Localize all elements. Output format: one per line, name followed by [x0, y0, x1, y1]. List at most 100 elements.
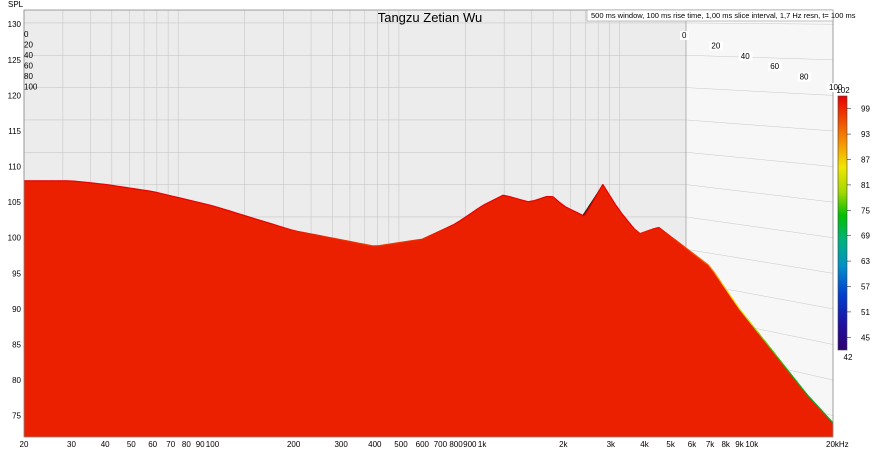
front-slice-segment [664, 231, 672, 238]
time-tick-box [680, 31, 689, 40]
front-slice-segment [148, 190, 155, 193]
time-tick-right: 20 [711, 41, 720, 50]
plot-frame [23, 9, 834, 438]
grid-line-wall [685, 22, 834, 25]
front-slice-segment [782, 363, 790, 373]
front-slice-segment [757, 332, 766, 342]
x-tick-label: 600 [416, 440, 430, 449]
waterfall-slices [23, 180, 834, 438]
time-tick-left: 80 [24, 72, 33, 81]
front-slice-segment [677, 241, 685, 247]
front-slice-segment [695, 255, 703, 261]
time-tick-right: 100 [829, 83, 843, 92]
x-tick-label: 500 [394, 440, 408, 449]
front-slice-segment [751, 324, 759, 334]
x-tick-label: 700 [434, 440, 448, 449]
x-tick-label: 100 [206, 440, 220, 449]
front-slice-segment [166, 194, 174, 197]
y-tick-label: 85 [12, 340, 21, 349]
x-tick-label: 5k [666, 440, 675, 449]
front-slice-segment [216, 206, 224, 210]
time-tick-right: 40 [741, 52, 750, 61]
x-tick-label: 10k [745, 440, 759, 449]
x-axis: 20 30 40 50 60 70 80 90 100 200 300 400 500 600 700 800… [20, 440, 760, 449]
time-tick-left: 40 [24, 51, 33, 60]
front-slice-segment [316, 234, 323, 237]
front-slice-segment [229, 210, 236, 214]
front-slice-segment [191, 200, 199, 203]
front-slice-segment [142, 189, 149, 192]
front-slice-segment [409, 239, 417, 242]
front-slice-segment [266, 221, 274, 225]
x-unit-label: 20kHz [826, 440, 849, 449]
front-slice-segment [708, 264, 716, 274]
colorbar: 102 42 99 93 87 81 75 69 63 57 51 45 [836, 86, 870, 362]
front-slice-segment [552, 196, 560, 203]
info-box [586, 9, 834, 22]
front-slice-segment [534, 197, 541, 202]
front-slice-segment [86, 181, 93, 184]
front-slice-segment [714, 272, 722, 283]
front-slice-segment [198, 201, 205, 205]
grid-line-wall [685, 152, 834, 167]
front-slice-segment [278, 225, 286, 229]
colorbar-tick-label: 93 [861, 130, 870, 139]
front-slice-segment [173, 195, 180, 199]
front-slice-segment [720, 281, 728, 292]
x-tick-label: 50 [127, 440, 136, 449]
front-slice-segment [689, 250, 697, 257]
x-tick-label: 30 [67, 440, 76, 449]
front-slice-segment [254, 217, 261, 222]
time-tick-left: 20 [24, 41, 33, 50]
front-slice-segment [272, 223, 280, 227]
front-slice-segment [652, 226, 659, 230]
time-tick-box [738, 51, 753, 61]
colorbar-tick-label: 45 [861, 333, 870, 342]
front-slice-segment [241, 214, 249, 218]
front-slice-segment [92, 182, 99, 185]
front-slice-segment [608, 193, 616, 205]
y-tick-label: 115 [8, 127, 21, 136]
front-slice-segment [490, 197, 498, 202]
front-slice-segment [801, 387, 809, 397]
front-slice-segment [335, 238, 342, 241]
time-tick-box [797, 72, 812, 82]
front-slice-segment [788, 371, 797, 381]
x-tick-label: 3k [607, 440, 616, 449]
grid-line-wall [685, 249, 834, 274]
front-slice-segment [826, 415, 834, 424]
front-slice-segment [359, 242, 367, 246]
front-slice-segment [210, 204, 218, 208]
front-slice-segment [589, 195, 598, 207]
front-slice-segment [434, 229, 442, 234]
front-slice-segment [291, 229, 298, 233]
grid-line-wall [685, 119, 834, 132]
colorbar-tick-label: 69 [861, 232, 870, 241]
front-slice-segment [135, 188, 143, 191]
front-slice-segment [79, 181, 87, 183]
front-slice-segment [104, 183, 112, 186]
colorbar-bottom-label: 42 [844, 353, 853, 362]
y-axis-label: SPL [8, 0, 24, 9]
front-slice-segment [235, 212, 242, 216]
time-tick-right: 60 [770, 62, 779, 71]
slice-area [24, 180, 833, 438]
front-slice-segment [160, 192, 168, 196]
front-slice-segment [378, 244, 386, 247]
grid-line-wall [685, 55, 834, 61]
front-slice-segment [422, 235, 429, 240]
x-tick-label: 80 [182, 440, 191, 449]
front-slice-segment [701, 259, 709, 266]
front-slice-segment [527, 200, 535, 203]
front-slice-segment [683, 245, 691, 252]
y-tick-label: 100 [8, 234, 22, 243]
x-tick-label: 20 [20, 440, 29, 449]
colorbar-tick-label: 81 [861, 181, 870, 190]
front-slice-segment [459, 216, 467, 222]
front-slice-segment [646, 228, 653, 232]
front-slice-segment [496, 194, 504, 199]
time-tick-right: 0 [682, 31, 687, 40]
colorbar-tick-label: 75 [861, 206, 870, 215]
front-slice-segment [397, 241, 404, 244]
x-tick-label: 90 [196, 440, 205, 449]
